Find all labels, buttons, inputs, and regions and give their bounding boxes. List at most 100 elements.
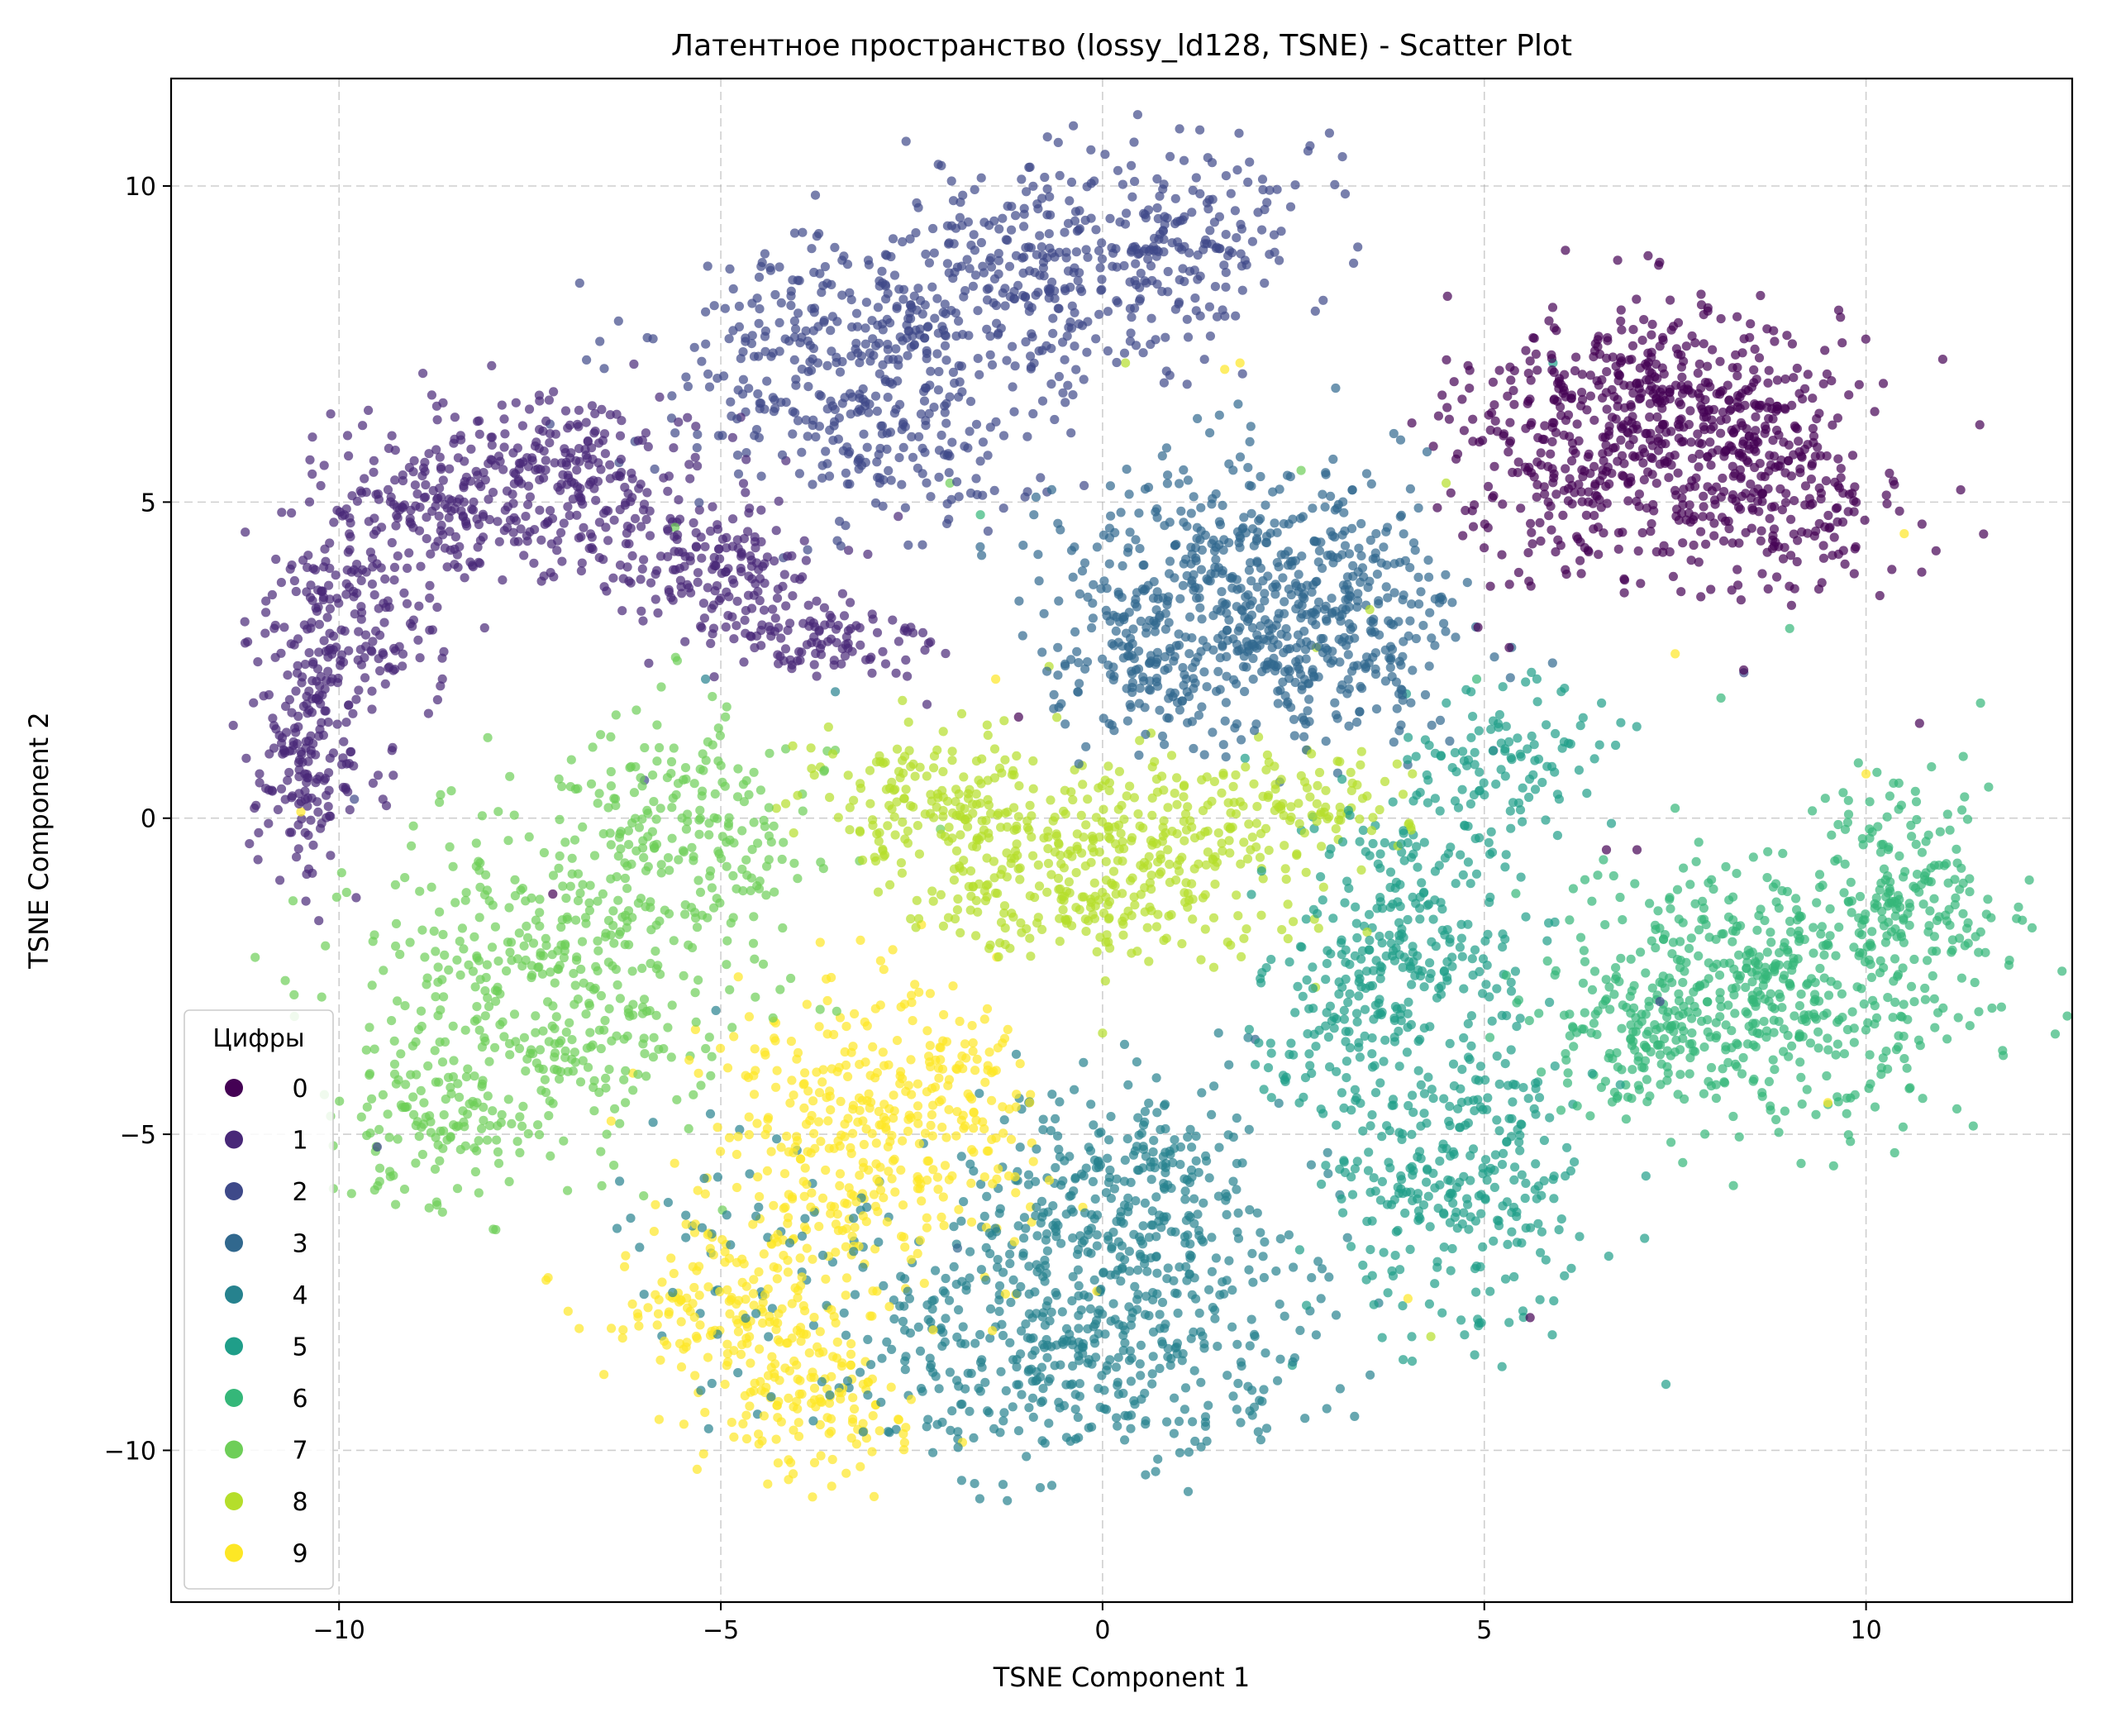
data-point-digit-7 — [362, 1102, 372, 1112]
data-point-digit-1 — [264, 818, 274, 828]
data-point-digit-5 — [1427, 937, 1437, 947]
data-point-digit-8 — [1014, 781, 1024, 791]
data-point-digit-3 — [1423, 556, 1433, 565]
data-point-digit-5 — [1554, 1225, 1564, 1235]
data-point-digit-3 — [1132, 602, 1141, 612]
data-point-digit-4 — [1256, 1435, 1265, 1445]
data-point-digit-7 — [569, 969, 579, 979]
data-point-digit-0 — [1833, 454, 1843, 464]
data-point-digit-4 — [711, 1005, 721, 1015]
data-point-digit-5 — [1379, 1247, 1389, 1257]
data-point-digit-2 — [994, 255, 1003, 265]
data-point-digit-4 — [1197, 1088, 1207, 1098]
data-point-digit-8 — [1101, 856, 1111, 866]
data-point-digit-1 — [478, 509, 488, 519]
data-point-digit-4 — [1106, 1112, 1116, 1122]
data-point-digit-7 — [781, 744, 791, 754]
data-point-digit-9 — [784, 1455, 794, 1465]
data-point-digit-2 — [916, 409, 926, 419]
data-point-digit-7 — [624, 840, 634, 850]
data-point-digit-1 — [863, 549, 873, 560]
data-point-digit-2 — [1070, 341, 1079, 351]
data-point-digit-3 — [1352, 602, 1362, 613]
data-point-digit-2 — [754, 432, 765, 443]
data-point-digit-7 — [575, 888, 585, 899]
data-point-digit-2 — [1071, 247, 1081, 257]
data-point-digit-9 — [817, 1077, 827, 1087]
data-point-digit-4 — [985, 1304, 996, 1314]
data-point-digit-1 — [903, 671, 913, 681]
data-point-digit-5 — [1375, 961, 1385, 971]
data-point-digit-6 — [1657, 978, 1667, 989]
data-point-digit-7 — [565, 1018, 574, 1028]
data-point-digit-3 — [1265, 528, 1275, 538]
data-point-digit-9 — [869, 1491, 879, 1501]
data-point-digit-2 — [982, 324, 992, 334]
data-point-digit-7 — [457, 923, 468, 933]
data-point-digit-0 — [1565, 474, 1575, 484]
data-point-digit-9 — [913, 1118, 923, 1128]
data-point-digit-4 — [1084, 1292, 1094, 1302]
data-point-digit-0 — [1603, 336, 1613, 346]
data-point-digit-6 — [1928, 971, 1937, 981]
data-point-digit-4 — [1324, 1272, 1334, 1282]
data-point-digit-8 — [771, 804, 781, 813]
data-point-digit-7 — [250, 952, 260, 962]
data-point-digit-7 — [374, 1163, 385, 1173]
data-point-digit-4 — [1168, 1157, 1178, 1168]
data-point-digit-3 — [1099, 576, 1109, 586]
data-point-digit-7 — [367, 980, 377, 990]
data-point-digit-2 — [994, 249, 1003, 259]
data-point-digit-1 — [283, 775, 293, 785]
data-point-digit-7 — [480, 986, 490, 996]
data-point-digit-5 — [1456, 1315, 1466, 1325]
data-point-digit-1 — [293, 844, 303, 854]
data-point-digit-2 — [1155, 191, 1165, 201]
data-point-digit-9 — [907, 998, 917, 1008]
data-point-digit-2 — [1022, 432, 1032, 441]
data-point-digit-5 — [1554, 794, 1564, 804]
data-point-digit-8 — [974, 879, 984, 889]
data-point-digit-9 — [794, 1389, 804, 1399]
data-point-digit-1 — [422, 534, 431, 544]
data-point-digit-6 — [1636, 947, 1646, 957]
data-point-digit-4 — [1032, 1266, 1042, 1277]
data-point-digit-7 — [623, 826, 634, 836]
data-point-digit-4 — [1074, 1244, 1084, 1255]
data-point-digit-2 — [1276, 227, 1286, 236]
data-point-digit-8 — [1317, 842, 1327, 851]
data-point-digit-5 — [1261, 963, 1271, 973]
data-point-digit-2 — [867, 316, 877, 326]
data-point-digit-0 — [1643, 250, 1653, 260]
data-point-digit-4 — [1152, 1108, 1162, 1118]
data-point-digit-8 — [1198, 893, 1208, 903]
data-point-digit-1 — [645, 506, 655, 516]
data-point-digit-0 — [1677, 372, 1687, 382]
data-point-digit-4 — [965, 1247, 975, 1257]
data-point-digit-7 — [474, 1136, 484, 1146]
data-point-digit-6 — [1734, 950, 1744, 960]
data-point-digit-0 — [1561, 464, 1570, 474]
data-point-digit-6 — [1956, 973, 1966, 983]
data-point-digit-8 — [1299, 828, 1309, 838]
data-point-digit-8 — [1180, 836, 1189, 846]
data-point-digit-7 — [753, 838, 763, 848]
data-point-digit-9 — [693, 1185, 703, 1195]
data-point-digit-1 — [700, 541, 710, 551]
data-point-digit-2 — [1132, 110, 1142, 120]
data-point-digit-4 — [956, 1216, 966, 1226]
data-point-digit-9 — [948, 981, 958, 991]
data-point-digit-6 — [1894, 778, 1904, 789]
data-point-digit-6 — [1842, 818, 1852, 827]
data-point-digit-7 — [531, 1011, 541, 1021]
data-point-digit-1 — [516, 524, 526, 534]
data-point-digit-4 — [1024, 1403, 1034, 1413]
data-point-digit-6 — [1751, 966, 1761, 975]
data-point-digit-1 — [645, 531, 655, 541]
data-point-digit-1 — [291, 686, 301, 696]
data-point-digit-9 — [841, 1242, 851, 1252]
data-point-digit-4 — [1151, 1467, 1160, 1476]
data-point-digit-6 — [1929, 994, 1939, 1004]
data-point-digit-7 — [722, 960, 732, 970]
data-point-digit-8 — [1100, 976, 1110, 986]
